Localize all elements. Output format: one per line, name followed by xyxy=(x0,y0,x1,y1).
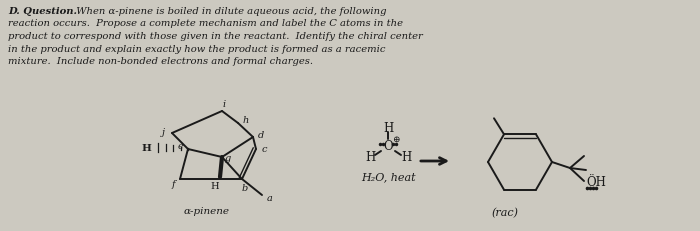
Text: h: h xyxy=(243,116,249,125)
Text: mixture.  Include non-bonded electrons and formal charges.: mixture. Include non-bonded electrons an… xyxy=(8,57,313,66)
Text: α-pinene: α-pinene xyxy=(184,206,230,215)
Text: D. Question.: D. Question. xyxy=(8,7,77,16)
Text: H: H xyxy=(383,121,393,134)
Text: (rac): (rac) xyxy=(491,207,519,217)
Text: O: O xyxy=(383,140,393,153)
Text: H: H xyxy=(401,151,411,164)
Text: a: a xyxy=(267,194,273,203)
Text: f: f xyxy=(172,180,175,189)
Text: b: b xyxy=(242,184,248,193)
Text: H: H xyxy=(365,151,375,164)
Text: H: H xyxy=(141,144,151,153)
Text: in the product and explain exactly how the product is formed as a racemic: in the product and explain exactly how t… xyxy=(8,44,386,53)
Text: g: g xyxy=(225,154,231,163)
Text: c: c xyxy=(261,145,267,154)
Text: j: j xyxy=(162,128,164,137)
Text: H₂O, heat: H₂O, heat xyxy=(360,171,415,181)
Text: d: d xyxy=(258,131,264,140)
Text: When α-pinene is boiled in dilute aqueous acid, the following: When α-pinene is boiled in dilute aqueou… xyxy=(70,7,386,16)
Text: ⊕: ⊕ xyxy=(392,134,400,143)
Text: i: i xyxy=(223,100,225,109)
Text: e: e xyxy=(177,142,183,151)
Text: ÖH: ÖH xyxy=(586,176,606,189)
Text: reaction occurs.  Propose a complete mechanism and label the C atoms in the: reaction occurs. Propose a complete mech… xyxy=(8,19,403,28)
Text: H: H xyxy=(211,182,219,191)
Text: product to correspond with those given in the reactant.  Identify the chiral cen: product to correspond with those given i… xyxy=(8,32,423,41)
